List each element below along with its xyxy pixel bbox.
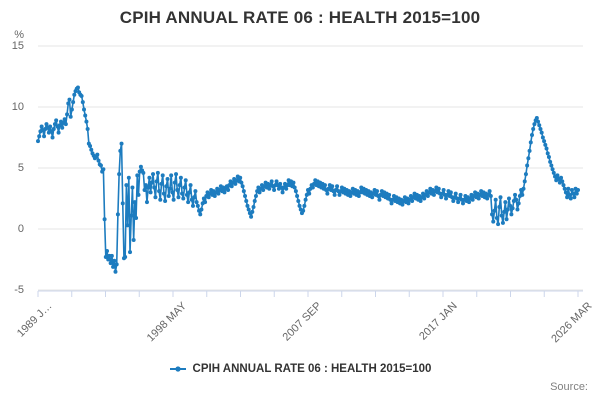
y-axis-tick-label: 0 xyxy=(17,223,24,235)
chart-title: CPIH ANNUAL RATE 06 : HEALTH 2015=100 xyxy=(119,8,481,27)
legend-label: CPIH ANNUAL RATE 06 : HEALTH 2015=100 xyxy=(192,363,432,375)
legend-line-marker-icon xyxy=(169,366,186,372)
y-axis-tick-label: -5 xyxy=(14,284,24,296)
series-markers xyxy=(36,85,580,274)
legend: CPIH ANNUAL RATE 06 : HEALTH 2015=100 xyxy=(0,363,600,375)
y-axis-tick-label: 5 xyxy=(17,162,24,174)
series-line xyxy=(37,86,579,273)
legend-item[interactable]: CPIH ANNUAL RATE 06 : HEALTH 2015=100 xyxy=(169,363,432,375)
y-axis-unit-label: % xyxy=(14,29,24,41)
source-label: Source: xyxy=(550,381,588,393)
y-axis-tick-label: 10 xyxy=(11,101,24,113)
y-axis-tick-label: 15 xyxy=(11,40,24,52)
